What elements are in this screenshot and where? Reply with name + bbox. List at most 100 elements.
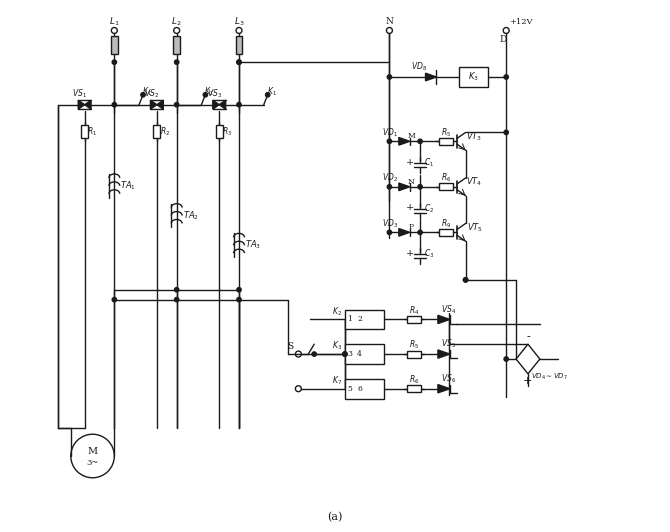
Text: +: +	[406, 248, 414, 257]
Text: $K_1$: $K_1$	[204, 86, 214, 98]
Text: $R_9$: $R_9$	[441, 217, 451, 230]
Polygon shape	[438, 385, 450, 393]
Text: M: M	[407, 132, 415, 140]
Polygon shape	[438, 350, 450, 358]
Bar	[407, 351, 421, 358]
Text: $VS_5$: $VS_5$	[442, 338, 456, 351]
Polygon shape	[438, 315, 450, 323]
Polygon shape	[399, 229, 410, 236]
Text: 4: 4	[357, 350, 362, 358]
Text: $K_7$: $K_7$	[332, 375, 342, 387]
Circle shape	[174, 288, 179, 292]
Text: S: S	[287, 342, 293, 351]
Text: 5: 5	[348, 385, 352, 393]
Circle shape	[174, 60, 179, 64]
Circle shape	[237, 103, 241, 107]
Bar	[81, 125, 88, 138]
Text: $VS_2$: $VS_2$	[145, 88, 159, 100]
Circle shape	[112, 60, 117, 64]
Text: $VD_8$: $VD_8$	[411, 61, 427, 73]
Text: 2: 2	[357, 315, 362, 323]
Circle shape	[112, 103, 117, 107]
Text: $VD_1$: $VD_1$	[383, 126, 399, 139]
Circle shape	[237, 60, 241, 64]
Bar	[439, 184, 453, 190]
Bar	[459, 67, 488, 87]
Polygon shape	[157, 100, 163, 109]
Text: $K_1$: $K_1$	[142, 86, 152, 98]
Text: 1: 1	[348, 315, 352, 323]
Circle shape	[312, 352, 316, 356]
Circle shape	[464, 278, 468, 282]
Text: P: P	[409, 223, 414, 231]
Text: $VD_2$: $VD_2$	[383, 172, 399, 184]
Circle shape	[343, 352, 347, 356]
Text: $R_5$: $R_5$	[409, 339, 419, 352]
Text: $TA_1$: $TA_1$	[120, 180, 136, 192]
Polygon shape	[516, 344, 540, 374]
Polygon shape	[151, 100, 157, 109]
Text: M: M	[88, 446, 98, 455]
Bar	[345, 310, 385, 329]
Text: $R_6$: $R_6$	[409, 373, 419, 386]
Circle shape	[387, 185, 391, 189]
Bar	[236, 36, 243, 54]
Text: $R_4$: $R_4$	[409, 304, 419, 317]
Circle shape	[343, 352, 347, 356]
Text: N: N	[408, 178, 415, 186]
Polygon shape	[78, 100, 84, 109]
Text: $C_2$: $C_2$	[424, 202, 434, 215]
Circle shape	[203, 93, 208, 97]
Text: $K_1$: $K_1$	[267, 86, 277, 98]
Bar	[216, 125, 222, 138]
Circle shape	[237, 60, 241, 64]
Polygon shape	[84, 100, 91, 109]
Text: $VT_3$: $VT_3$	[466, 130, 482, 143]
Bar	[439, 138, 453, 145]
Circle shape	[237, 297, 241, 302]
Text: $L_2$: $L_2$	[172, 15, 182, 28]
Text: $C_1$: $C_1$	[424, 157, 434, 169]
Circle shape	[418, 139, 422, 144]
Circle shape	[141, 93, 145, 97]
Bar	[153, 125, 160, 138]
Polygon shape	[425, 73, 436, 81]
Polygon shape	[399, 137, 410, 145]
Circle shape	[504, 357, 509, 361]
Circle shape	[387, 139, 391, 144]
Text: +: +	[523, 376, 533, 386]
Text: $R_6$: $R_6$	[441, 172, 451, 184]
Bar	[345, 379, 385, 398]
Text: $R_2$: $R_2$	[159, 125, 170, 138]
Text: $R_1$: $R_1$	[88, 125, 98, 138]
Text: $C_3$: $C_3$	[424, 248, 434, 260]
Text: 6: 6	[357, 385, 362, 393]
Text: $VS_3$: $VS_3$	[207, 88, 222, 100]
Text: 3~: 3~	[86, 459, 98, 467]
Text: $R_5$: $R_5$	[441, 126, 451, 139]
Circle shape	[387, 75, 391, 79]
Text: $VS_4$: $VS_4$	[442, 303, 456, 316]
Polygon shape	[213, 100, 219, 109]
Text: $K_3$: $K_3$	[468, 71, 479, 83]
Text: $K_2$: $K_2$	[332, 305, 342, 318]
Circle shape	[387, 230, 391, 235]
Text: -: -	[526, 332, 530, 342]
Circle shape	[174, 103, 179, 107]
Text: $VT_4$: $VT_4$	[466, 176, 482, 188]
Bar	[439, 229, 453, 236]
Bar	[111, 36, 118, 54]
Text: $VD_4{\sim}VD_7$: $VD_4{\sim}VD_7$	[531, 372, 568, 382]
Bar	[345, 344, 385, 364]
Text: (a): (a)	[328, 512, 342, 522]
Text: $VD_3$: $VD_3$	[383, 217, 399, 230]
Circle shape	[174, 297, 179, 302]
Polygon shape	[219, 100, 226, 109]
Bar	[407, 385, 421, 392]
Text: N: N	[385, 17, 393, 26]
Text: +12V: +12V	[509, 18, 533, 26]
Bar	[407, 316, 421, 323]
Bar	[174, 36, 180, 54]
Text: $L_1$: $L_1$	[109, 15, 119, 28]
Text: $R_3$: $R_3$	[222, 125, 232, 138]
